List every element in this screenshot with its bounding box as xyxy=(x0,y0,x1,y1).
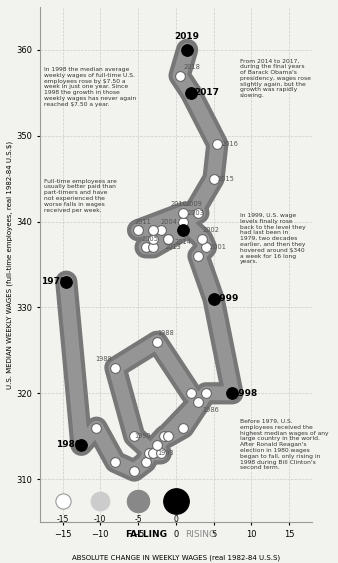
Point xyxy=(147,449,152,458)
Point xyxy=(135,226,141,235)
Point xyxy=(79,440,84,449)
Text: ABSOLUTE CHANGE IN WEEKLY WAGES (real 1982-84 U.S.S): ABSOLUTE CHANGE IN WEEKLY WAGES (real 19… xyxy=(72,555,280,561)
Text: FALLING: FALLING xyxy=(125,530,167,539)
Point xyxy=(180,226,186,235)
Text: 2003: 2003 xyxy=(187,210,204,216)
Point xyxy=(158,226,163,235)
Point xyxy=(162,432,167,441)
Point xyxy=(203,243,209,252)
Point xyxy=(158,449,163,458)
Text: 1998: 1998 xyxy=(233,389,258,398)
Point xyxy=(166,234,171,243)
Point xyxy=(131,432,137,441)
Text: 2005: 2005 xyxy=(142,236,159,242)
Point xyxy=(177,71,182,80)
Point xyxy=(150,243,156,252)
Point xyxy=(154,440,160,449)
Text: 1980: 1980 xyxy=(56,440,81,449)
Text: From 2014 to 2017,
during the final years
of Barack Obama's
presidency, wages ro: From 2014 to 2017, during the final year… xyxy=(240,59,311,99)
Y-axis label: U.S. MEDIAN WEEKLY WAGES (full-time employees, real 1982-84 U.S.$): U.S. MEDIAN WEEKLY WAGES (full-time empl… xyxy=(7,140,14,388)
Text: 2001: 2001 xyxy=(210,244,226,251)
Text: 1993: 1993 xyxy=(157,450,173,457)
Point xyxy=(188,389,194,398)
Text: 1979: 1979 xyxy=(41,277,66,286)
Point xyxy=(98,496,103,505)
Text: 2009: 2009 xyxy=(185,202,202,207)
Point xyxy=(215,140,220,149)
Point xyxy=(188,88,194,97)
Text: 2014: 2014 xyxy=(175,239,192,245)
Point xyxy=(185,46,190,55)
Point xyxy=(166,234,171,243)
Text: 0: 0 xyxy=(173,515,178,524)
Text: 2010: 2010 xyxy=(170,202,187,207)
Point xyxy=(94,423,99,432)
Point xyxy=(180,423,186,432)
Text: 2015: 2015 xyxy=(217,176,234,182)
Text: 2018: 2018 xyxy=(183,64,200,70)
Point xyxy=(173,496,178,505)
Text: -15: -15 xyxy=(56,515,69,524)
Point xyxy=(196,252,201,261)
Point xyxy=(196,208,201,217)
Point xyxy=(143,458,148,467)
Point xyxy=(230,389,235,398)
Text: In 1998 the median average
weekly wages of full-time U.S.
employees rose by $7.5: In 1998 the median average weekly wages … xyxy=(44,67,136,107)
Point xyxy=(64,277,69,286)
Text: 2011: 2011 xyxy=(134,218,151,225)
Point xyxy=(211,174,216,183)
Point xyxy=(150,226,156,235)
Text: 1989: 1989 xyxy=(95,356,112,362)
Point xyxy=(199,234,205,243)
Point xyxy=(135,496,141,505)
Text: 2019: 2019 xyxy=(175,32,200,41)
Text: 1988: 1988 xyxy=(157,330,174,336)
Point xyxy=(113,363,118,372)
Point xyxy=(196,397,201,406)
Point xyxy=(211,294,216,303)
Text: -5: -5 xyxy=(134,515,142,524)
Point xyxy=(203,389,209,398)
Point xyxy=(150,234,156,243)
Point xyxy=(143,243,148,252)
Text: Full-time employees are
usually better paid than
part-timers and have
not experi: Full-time employees are usually better p… xyxy=(44,178,116,213)
Point xyxy=(166,432,171,441)
Text: 1999: 1999 xyxy=(214,294,239,303)
Point xyxy=(60,496,65,505)
Text: -10: -10 xyxy=(94,515,106,524)
Text: 2013: 2013 xyxy=(165,244,181,251)
Point xyxy=(113,458,118,467)
Text: 2002: 2002 xyxy=(202,227,219,233)
Text: 1986: 1986 xyxy=(202,408,219,413)
Text: 2016: 2016 xyxy=(221,141,238,148)
Text: 2017: 2017 xyxy=(195,88,220,97)
Text: RISING: RISING xyxy=(185,530,216,539)
Point xyxy=(150,449,156,458)
Point xyxy=(180,208,186,217)
Point xyxy=(154,337,160,346)
Text: Before 1979, U.S.
employees received the
highest median wages of any
large count: Before 1979, U.S. employees received the… xyxy=(240,419,329,471)
Text: 2004: 2004 xyxy=(161,218,178,225)
Text: 1990: 1990 xyxy=(134,434,151,439)
Text: In 1999, U.S. wage
levels finally rose
back to the level they
had last been in
1: In 1999, U.S. wage levels finally rose b… xyxy=(240,213,306,265)
Point xyxy=(180,217,186,226)
Point xyxy=(131,466,137,475)
